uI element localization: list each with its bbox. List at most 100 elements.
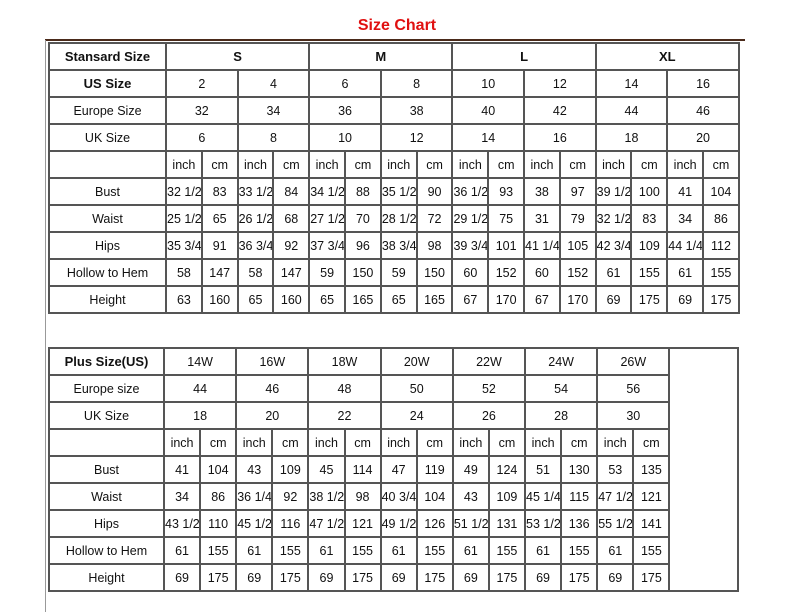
row-label: Waist [48,204,167,233]
measurement-value: 150 [415,258,454,287]
unit-inch: inch [524,428,563,457]
unit-inch: inch [165,150,203,179]
measurement-value: 126 [415,509,454,538]
measurement-value: 61 [666,258,705,287]
measurement-value: 61 [596,536,635,565]
measurement-value: 69 [307,563,346,592]
measurement-value: 39 3/4 [451,231,490,260]
plus-size-table: Plus Size(US) 14W 16W 18W 20W 22W 24W 26W Europe… [48,347,740,592]
measurement-value: 68 [272,204,311,233]
measurement-row: Hollow to Hem 61 155 61 155 61 155 61 155 61 155 61… [48,536,738,565]
measurement-value: 83 [200,177,239,206]
measurement-value: 47 1/2 [307,509,346,538]
measurement-value: 86 [702,204,740,233]
unit-cm: cm [702,150,740,179]
us-size: 16 [666,69,740,98]
unit-inch: inch [307,428,346,457]
europe-size: 34 [236,96,311,125]
measurement-value: 65 [236,285,275,314]
measurement-value: 69 [666,285,705,314]
plus-size: 26W [596,347,671,376]
measurement-value: 175 [343,563,382,592]
unit-cm: cm [272,150,311,179]
us-size: 8 [379,69,454,98]
uk-size: 24 [379,401,454,430]
empty-cell [48,150,167,179]
unit-cm: cm [560,428,599,457]
measurement-value: 69 [596,563,635,592]
measurement-value: 175 [560,563,599,592]
unit-cm: cm [344,150,382,179]
row-label: Hips [48,509,165,538]
uk-size-row: UK Size 18 20 22 24 26 28 30 [48,401,738,430]
plus-size: 16W [235,347,310,376]
measurement-value: 150 [344,258,382,287]
unit-cm: cm [487,428,527,457]
europe-size: 50 [379,374,454,403]
measurement-value: 59 [379,258,418,287]
uk-size: 20 [666,123,740,152]
europe-size: 42 [523,96,597,125]
measurement-value: 92 [271,482,310,511]
measurement-value: 175 [199,563,238,592]
measurement-value: 67 [523,285,561,314]
europe-size-row: Europe size 44 46 48 50 52 54 56 [48,374,738,403]
measurement-value: 61 [451,536,490,565]
measurement-value: 35 3/4 [165,231,203,260]
row-label: Bust [48,455,165,484]
measurement-value: 155 [630,258,669,287]
measurement-value: 70 [344,204,382,233]
europe-size-row: Europe Size 32 34 36 38 40 42 44 46 [48,96,740,125]
measurement-value: 119 [415,455,454,484]
measurement-value: 35 1/2 [379,177,418,206]
uk-size: 12 [379,123,454,152]
measurement-value: 69 [379,563,418,592]
measurement-value: 61 [162,536,202,565]
measurement-value: 32 1/2 [594,204,633,233]
measurement-value: 45 1/2 [235,509,274,538]
measurement-value: 36 3/4 [236,231,275,260]
measurement-value: 112 [702,231,740,260]
uk-size: 28 [524,401,599,430]
measurement-value: 97 [558,177,597,206]
measurement-value: 61 [524,536,563,565]
measurement-value: 109 [630,231,669,260]
measurement-value: 69 [162,563,202,592]
uk-size: 10 [308,123,382,152]
unit-cm: cm [199,428,238,457]
europe-size: 46 [235,374,310,403]
measurement-value: 105 [558,231,597,260]
unit-inch: inch [236,150,275,179]
europe-size: 46 [666,96,740,125]
measurement-value: 175 [415,563,454,592]
measurement-value: 155 [632,536,671,565]
measurement-value: 69 [524,563,563,592]
measurement-value: 41 [162,455,202,484]
unit-row: inch cm inch cm inch cm inch cm inch cm inch cm inch… [48,150,740,179]
measurement-value: 32 1/2 [165,177,203,206]
us-size-row: US Size 2 4 6 8 10 12 14 16 [48,69,740,98]
measurement-row: Hollow to Hem 58 147 58 147 59 150 59 150 60 152 60… [48,258,740,287]
uk-size: 8 [236,123,311,152]
measurement-value: 53 [596,455,635,484]
measurement-value: 175 [487,563,527,592]
row-label: Hollow to Hem [48,536,165,565]
measurement-row: Bust 32 1/2 83 33 1/2 84 34 1/2 88 35 1/2 90 36 1… [48,177,740,206]
measurement-value: 58 [165,258,203,287]
measurement-value: 115 [560,482,599,511]
measurement-value: 86 [199,482,238,511]
measurement-value: 61 [379,536,418,565]
measurement-value: 116 [271,509,310,538]
table-header-label: Stansard Size [48,42,167,71]
measurement-value: 65 [379,285,418,314]
measurement-value: 38 [523,177,561,206]
unit-cm: cm [487,150,526,179]
measurement-value: 45 1/4 [524,482,563,511]
measurement-value: 34 [162,482,202,511]
measurement-value: 51 [524,455,563,484]
measurement-value: 69 [451,563,490,592]
measurement-value: 83 [630,204,669,233]
measurement-value: 175 [632,563,671,592]
europe-size: 54 [524,374,599,403]
measurement-value: 65 [200,204,239,233]
